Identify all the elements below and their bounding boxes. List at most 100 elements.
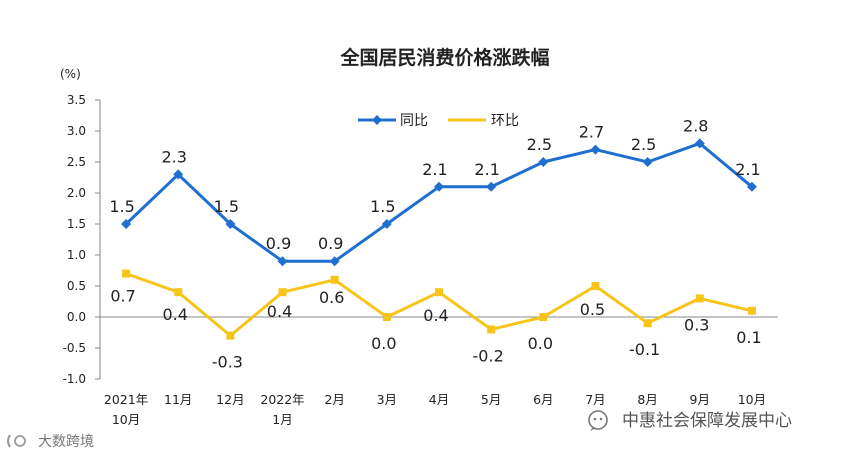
legend-tongbi-label: 同比 [400, 113, 428, 129]
x-tick-label-line: 7月 [585, 392, 605, 407]
tongbi-point [329, 256, 340, 267]
tongbi-data-label: 2.5 [527, 135, 552, 154]
huanbi-point [278, 288, 287, 297]
x-tick-label: 8月 [637, 392, 657, 407]
axes: 3.5 3.0 2.5 2.0 1.5 1.0 0.5 0.0 -0.5 -1.0 2021年 10月… [63, 93, 778, 427]
legend: 同比 环比 [358, 113, 519, 129]
x-tick-label: 10月 [738, 392, 766, 407]
huanbi-point [382, 313, 391, 321]
y-tick-label: 3.0 [67, 124, 86, 138]
x-tick-label-line: 10月 [738, 392, 766, 407]
x-tick-label: 2021年 10月 [104, 392, 148, 427]
y-tick-label: -0.5 [63, 341, 86, 355]
huanbi-point [695, 294, 704, 303]
tongbi-point [277, 256, 288, 267]
huanbi-data-label: -0.3 [212, 353, 243, 372]
x-tick-label-line: 1月 [272, 412, 292, 427]
legend-huanbi-label: 环比 [491, 113, 519, 129]
huanbi-point [643, 319, 652, 328]
tongbi-point [486, 181, 497, 192]
tongbi-data-label: 2.3 [162, 147, 187, 166]
tongbi-point [434, 181, 444, 192]
huanbi-data-label: 0.5 [580, 300, 605, 319]
watermark-right-text: 中惠社会保障发展中心 [622, 411, 792, 431]
huanbi-data-label: -0.1 [629, 340, 660, 359]
tongbi-point [590, 144, 601, 155]
huanbi-data-label: 0.0 [528, 334, 553, 353]
huanbi-point [330, 275, 339, 284]
huanbi-point [747, 306, 756, 315]
x-tick-label-line: 2021年 [104, 392, 148, 407]
series-layer: 1.5 2.3 1.5 0.9 0.9 1.5 2.1 2.1 2.5 2.7 2.5 2.8 2.1 0… [109, 116, 761, 371]
huanbi-data-label: 0.4 [423, 306, 448, 325]
tongbi-data-label: 2.7 [579, 123, 604, 142]
tongbi-data-label: 1.5 [109, 197, 134, 216]
y-tick-label: 3.5 [67, 93, 86, 107]
watermark-left: 大数跨境 [7, 434, 94, 450]
legend-tongbi-marker [372, 115, 382, 125]
x-tick-label-line: 8月 [637, 392, 657, 407]
huanbi-line [125, 272, 753, 338]
tongbi-data-label: 2.1 [474, 160, 499, 179]
huanbi-point [174, 288, 183, 297]
tongbi-data-label: 2.5 [631, 135, 656, 154]
x-tick-label-line: 11月 [164, 392, 192, 407]
huanbi-data-label: 0.4 [267, 302, 292, 321]
y-tick-label: 2.5 [67, 155, 86, 169]
x-tick-label-line: 6月 [533, 392, 553, 407]
tongbi-point [642, 157, 653, 167]
huanbi-point [539, 313, 548, 321]
tongbi-point [746, 181, 757, 192]
y-tick-label: 1.5 [67, 217, 86, 231]
tongbi-point [173, 169, 184, 180]
x-tick-label-line: 5月 [481, 392, 501, 407]
chart-title: 全国居民消费价格涨跌幅 [339, 46, 549, 69]
huanbi-data-label: 0.0 [371, 334, 396, 353]
y-tick-label: 0.0 [67, 310, 86, 324]
x-tick-label: 12月 [216, 392, 244, 407]
huanbi-point [122, 269, 131, 278]
huanbi-data-label: 0.3 [684, 315, 709, 334]
huanbi-point [591, 282, 600, 290]
huanbi-data-label: -0.2 [473, 346, 504, 365]
tongbi-point [694, 138, 705, 149]
x-tick-label-line: 2022年 [260, 392, 304, 407]
tongbi-point [538, 157, 549, 167]
x-tick-label: 2月 [324, 392, 344, 407]
watermark-left-text: 大数跨境 [38, 434, 94, 450]
x-tick-label-line: 10月 [112, 412, 140, 427]
tongbi-data-label: 2.1 [422, 160, 447, 179]
tongbi-data-label: 2.1 [735, 160, 760, 179]
x-tick-label: 9月 [690, 392, 710, 407]
x-tick-label: 7月 [585, 392, 605, 407]
tongbi-point [225, 219, 236, 229]
x-tick-label-line: 12月 [216, 392, 244, 407]
wechat-icon [588, 410, 608, 431]
x-tick-label-line: 4月 [429, 392, 449, 407]
y-tick-label: 1.0 [67, 248, 86, 262]
x-tick-label: 3月 [377, 392, 397, 407]
tongbi-data-label: 1.5 [370, 197, 395, 216]
x-tick-label-line: 2月 [324, 392, 344, 407]
y-tick-label: 2.0 [67, 186, 86, 200]
x-tick-label-line: 9月 [690, 392, 710, 407]
huanbi-data-label: 0.6 [319, 288, 344, 307]
y-tick-label: -1.0 [63, 372, 86, 386]
tongbi-point [121, 219, 132, 229]
tongbi-data-label: 2.8 [683, 116, 708, 135]
watermark-right: 中惠社会保障发展中心 [588, 410, 792, 431]
huanbi-data-label: 0.7 [110, 287, 135, 306]
x-tick-label: 11月 [164, 392, 192, 407]
huanbi-point [435, 288, 443, 297]
x-tick-label-line: 3月 [377, 392, 397, 407]
tongbi-data-label: 0.9 [266, 234, 291, 253]
x-tick-label: 2022年 1月 [260, 392, 304, 427]
x-tick-label: 4月 [429, 392, 449, 407]
tongbi-point [381, 219, 392, 229]
x-tick-label: 5月 [481, 392, 501, 407]
x-tick-label: 6月 [533, 392, 553, 407]
huanbi-point [487, 325, 496, 334]
y-tick-label: 0.5 [67, 279, 86, 293]
tongbi-data-label: 0.9 [318, 234, 343, 253]
